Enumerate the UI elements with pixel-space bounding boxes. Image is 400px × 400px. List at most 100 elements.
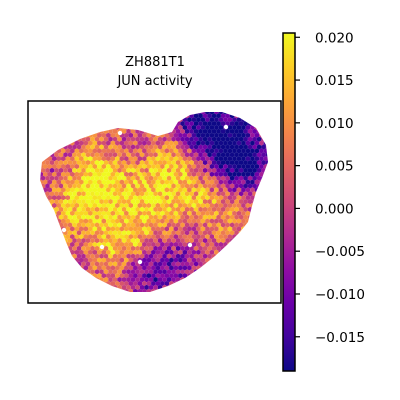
tissue-spot xyxy=(108,214,113,220)
tissue-spot xyxy=(200,187,206,193)
tissue-spot xyxy=(261,183,266,189)
tissue-spot xyxy=(101,265,107,271)
tissue-spot xyxy=(130,214,136,220)
tissue-spot xyxy=(121,183,127,189)
tissue-spot xyxy=(261,269,266,275)
tissue-spot xyxy=(178,156,183,162)
tissue-spot xyxy=(103,206,109,212)
tissue-spot xyxy=(85,191,91,197)
tissue-spot xyxy=(273,226,278,231)
tissue-spot xyxy=(137,112,143,115)
tissue-spot xyxy=(34,156,39,161)
tissue-spot xyxy=(268,156,273,161)
tissue-spot xyxy=(191,140,197,146)
tissue-spot xyxy=(218,234,224,240)
tissue-spot xyxy=(243,128,248,134)
tissue-spot xyxy=(220,183,226,189)
tissue-spot xyxy=(142,124,147,131)
tissue-spot xyxy=(207,230,212,236)
tissue-spot xyxy=(157,230,163,236)
tissue-spot xyxy=(220,152,226,158)
tissue-spot xyxy=(259,218,264,224)
tissue-spot xyxy=(119,195,125,201)
tissue-spot xyxy=(54,121,59,127)
tissue-spot xyxy=(232,171,237,177)
tissue-spot xyxy=(63,175,68,181)
tissue-spot xyxy=(47,179,53,185)
tissue-spot xyxy=(79,218,84,224)
tissue-spot xyxy=(119,241,125,248)
colorbar-tick-label: 0.000 xyxy=(315,201,354,217)
tissue-spot xyxy=(49,144,55,150)
tissue-spot xyxy=(92,202,98,209)
tissue-spot xyxy=(263,265,268,271)
tissue-spot xyxy=(223,280,228,287)
tissue-spot xyxy=(247,144,253,150)
tissue-spot xyxy=(202,245,208,251)
tissue-spot xyxy=(131,293,136,298)
tissue-spot xyxy=(211,128,217,134)
tissue-spot xyxy=(110,132,116,138)
tissue-spot xyxy=(63,261,68,267)
tissue-spot xyxy=(79,288,84,292)
tissue-spot xyxy=(74,218,80,224)
tissue-spot xyxy=(101,187,107,193)
tissue-spot xyxy=(173,218,179,224)
tissue-spot xyxy=(45,121,50,127)
tissue-spot xyxy=(209,117,215,123)
tissue-spot xyxy=(108,199,113,205)
tissue-spot xyxy=(236,132,242,138)
tissue-spot xyxy=(74,171,80,177)
tissue-spot xyxy=(193,238,199,244)
tissue-spot xyxy=(238,214,244,220)
tissue-spot xyxy=(94,206,100,212)
tissue-spot xyxy=(76,277,82,283)
tissue-spot xyxy=(182,187,188,193)
tissue-spot xyxy=(90,269,95,275)
tissue-spot xyxy=(139,183,145,189)
tissue-spot xyxy=(108,261,113,267)
tissue-spot xyxy=(202,199,208,205)
tissue-spot xyxy=(49,238,55,244)
tissue-spot xyxy=(225,277,230,283)
tissue-spot xyxy=(187,112,192,115)
tissue-spot xyxy=(72,214,77,220)
tissue-spot xyxy=(189,293,194,298)
tissue-spot xyxy=(216,175,221,181)
tissue-spot xyxy=(193,191,199,197)
tissue-spot xyxy=(245,265,251,271)
tissue-spot xyxy=(115,257,120,263)
tissue-spot xyxy=(243,152,248,158)
tissue-spot xyxy=(128,171,134,177)
tissue-spot xyxy=(88,163,93,170)
tissue-spot xyxy=(268,250,273,255)
tissue-spot xyxy=(139,152,145,158)
tissue-spot xyxy=(164,249,170,255)
tissue-spot xyxy=(261,277,266,283)
tissue-spot xyxy=(43,249,48,255)
tissue-spot xyxy=(191,124,197,131)
tissue-spot xyxy=(126,199,131,205)
tissue-spot xyxy=(155,148,161,154)
tissue-spot xyxy=(151,273,156,279)
tissue-spot xyxy=(65,117,71,123)
tissue-spot xyxy=(175,230,181,236)
tissue-spot xyxy=(202,238,208,244)
tissue-spot xyxy=(234,144,239,150)
tissue-spot xyxy=(245,171,251,177)
tissue-spot xyxy=(58,175,64,181)
tissue-spot xyxy=(99,269,104,275)
tissue-spot xyxy=(247,191,253,197)
tissue-spot xyxy=(58,238,64,244)
tissue-spot xyxy=(95,105,100,110)
tissue-spot xyxy=(106,195,111,201)
tissue-spot xyxy=(65,273,71,279)
tissue-spot xyxy=(155,179,161,185)
tissue-spot xyxy=(34,133,39,138)
tissue-spot xyxy=(182,156,188,162)
tissue-spot xyxy=(157,128,163,134)
tissue-spot xyxy=(110,187,116,193)
tissue-spot xyxy=(265,206,268,212)
tissue-spot xyxy=(202,152,208,158)
tissue-spot xyxy=(74,112,80,115)
